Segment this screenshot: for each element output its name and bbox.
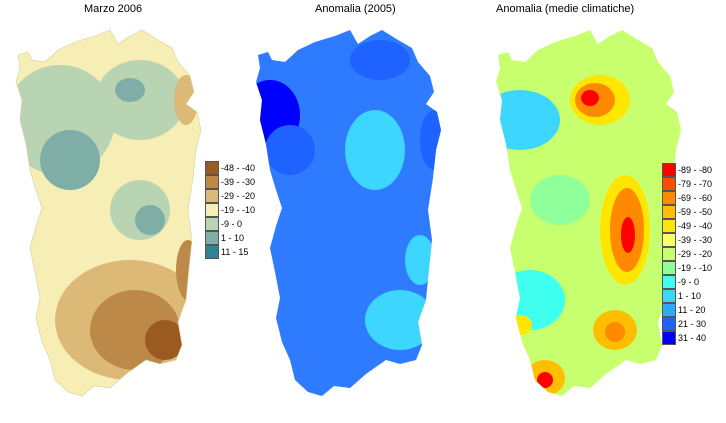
- legend-c-swatch: [662, 275, 676, 289]
- legend-c-row: 31 - 40: [662, 331, 712, 345]
- legend-c-swatch: [662, 191, 676, 205]
- legend-a-row: -48 - -40: [205, 161, 255, 175]
- title-anomalia-medie: Anomalia (medie climatiche): [496, 3, 635, 15]
- legend-a-row: 11 - 15: [205, 245, 255, 259]
- legend-c-row: -89 - -80: [662, 163, 712, 177]
- legend-c-row: 21 - 30: [662, 317, 712, 331]
- legend-c-label: -9 - 0: [678, 277, 700, 287]
- legend-c-label: -79 - -70: [678, 179, 713, 189]
- legend-c-row: 11 - 20: [662, 303, 712, 317]
- legend-a-swatch: [205, 175, 219, 189]
- legend-a-label: -48 - -40: [221, 163, 256, 173]
- legend-c-label: -89 - -80: [678, 165, 713, 175]
- legend-a-swatch: [205, 203, 219, 217]
- legend-c-row: -19 - -10: [662, 261, 712, 275]
- legend-a-swatch: [205, 189, 219, 203]
- legend-c-row: -29 - -20: [662, 247, 712, 261]
- legend-a-row: -9 - 0: [205, 217, 255, 231]
- legend-c-swatch: [662, 163, 676, 177]
- legend-c-swatch: [662, 247, 676, 261]
- legend-c-swatch: [662, 177, 676, 191]
- map-marzo-2006: [15, 29, 202, 397]
- legend-c-label: 11 - 20: [678, 305, 706, 315]
- legend-c-row: -69 - -60: [662, 191, 712, 205]
- legend-c-swatch: [662, 317, 676, 331]
- legend-a-label: 11 - 15: [221, 247, 249, 257]
- legend-a-label: -39 - -30: [221, 177, 256, 187]
- legend-anomalia-medie: -89 - -80 -79 - -70 -69 - -60 -59 - -50 -49 …: [662, 163, 712, 345]
- legend-c-swatch: [662, 261, 676, 275]
- legend-c-swatch: [662, 331, 676, 345]
- legend-c-row: -39 - -30: [662, 233, 712, 247]
- legend-a-label: -29 - -20: [221, 191, 256, 201]
- legend-c-label: -59 - -50: [678, 207, 713, 217]
- map-anomalia-medie-climatiche: [496, 30, 681, 396]
- legend-c-label: -49 - -40: [678, 221, 713, 231]
- legend-c-label: -69 - -60: [678, 193, 713, 203]
- legend-c-swatch: [662, 233, 676, 247]
- legend-a-label: 1 - 10: [221, 233, 245, 243]
- legend-a-label: -19 - -10: [221, 205, 256, 215]
- legend-c-row: -79 - -70: [662, 177, 712, 191]
- legend-a-row: -19 - -10: [205, 203, 255, 217]
- legend-c-label: 1 - 10: [678, 291, 702, 301]
- legend-c-swatch: [662, 205, 676, 219]
- legend-a-swatch: [205, 231, 219, 245]
- legend-c-label: 21 - 30: [678, 319, 707, 329]
- legend-a-row: -39 - -30: [205, 175, 255, 189]
- legend-marzo-2006: -48 - -40 -39 - -30 -29 - -20 -19 - -10 -9 -…: [205, 161, 255, 259]
- legend-c-label: -29 - -20: [678, 249, 713, 259]
- legend-c-swatch: [662, 303, 676, 317]
- legend-a-swatch: [205, 245, 219, 259]
- legend-c-row: -9 - 0: [662, 275, 712, 289]
- title-marzo-2006: Marzo 2006: [84, 3, 143, 15]
- legend-c-swatch: [662, 219, 676, 233]
- legend-c-label: -39 - -30: [678, 235, 713, 245]
- legend-c-swatch: [662, 289, 676, 303]
- legend-c-row: -59 - -50: [662, 205, 712, 219]
- legend-c-row: -49 - -40: [662, 219, 712, 233]
- legend-a-swatch: [205, 217, 219, 231]
- legend-a-label: -9 - 0: [221, 219, 243, 229]
- legend-c-row: 1 - 10: [662, 289, 712, 303]
- legend-a-row: -29 - -20: [205, 189, 255, 203]
- map-anomalia-2005: [256, 30, 441, 396]
- legend-c-label: -19 - -10: [678, 263, 713, 273]
- title-anomalia-2005: Anomalia (2005): [315, 3, 396, 15]
- legend-a-row: 1 - 10: [205, 231, 255, 245]
- legend-a-swatch: [205, 161, 219, 175]
- legend-c-label: 31 - 40: [678, 333, 707, 343]
